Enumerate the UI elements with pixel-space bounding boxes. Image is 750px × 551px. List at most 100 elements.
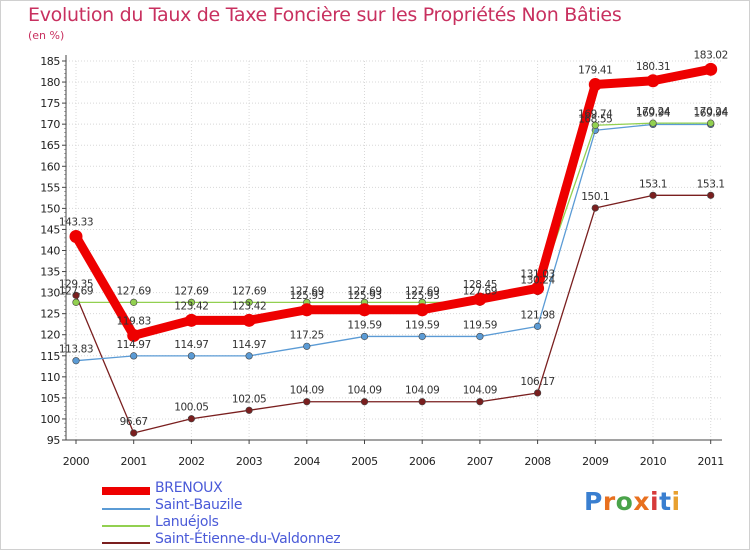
data-label-lanuejols: 127.69 — [117, 285, 151, 297]
data-label-saint-etienne: 102.05 — [232, 393, 266, 405]
data-point-saint-etienne — [72, 291, 80, 299]
x-tick-label: 2004 — [294, 455, 321, 468]
x-tick-label: 2001 — [120, 455, 146, 468]
logo-letter: t — [659, 487, 672, 516]
series-layer — [69, 62, 718, 437]
y-tick-label: 105 — [40, 392, 60, 405]
data-point-saint-bauzile — [72, 357, 80, 365]
grid-layer — [66, 60, 722, 441]
data-label-saint-bauzile: 114.97 — [232, 339, 266, 351]
data-label-brenoux: 143.33 — [59, 216, 93, 228]
data-label-saint-bauzile: 121.98 — [520, 309, 554, 321]
series-line-saint-bauzile — [75, 123, 712, 362]
data-label-saint-bauzile: 117.25 — [290, 329, 324, 341]
data-point-saint-bauzile — [187, 352, 195, 360]
data-point-brenoux — [646, 74, 660, 88]
data-point-brenoux — [184, 313, 198, 327]
data-point-brenoux — [704, 62, 718, 76]
data-point-saint-etienne — [649, 191, 657, 199]
data-label-lanuejols: 170.24 — [636, 106, 671, 118]
y-tick-label: 180 — [40, 76, 60, 89]
data-label-saint-bauzile: 169.94 — [694, 107, 729, 119]
data-point-brenoux — [473, 292, 487, 306]
legend-label-saint-etienne: Saint-Étienne-du-Valdonnez — [155, 531, 341, 547]
data-point-saint-etienne — [130, 429, 138, 437]
data-point-brenoux — [127, 328, 141, 342]
logo-letter: o — [615, 487, 634, 516]
data-label-saint-etienne: 100.05 — [174, 402, 208, 414]
x-tick-label: 2009 — [582, 455, 609, 468]
x-tick-label: 2003 — [236, 455, 263, 468]
y-tick-label: 185 — [40, 55, 60, 68]
data-label-brenoux: 125.93 — [405, 290, 439, 302]
data-label-lanuejols: 127.69 — [463, 285, 497, 297]
data-point-brenoux — [300, 303, 314, 317]
data-label-lanuejols: 127.69 — [59, 285, 93, 297]
data-point-lanuejols — [591, 121, 599, 129]
y-tick-label: 150 — [40, 202, 60, 215]
y-tick-label: 135 — [40, 266, 60, 279]
data-label-lanuejols: 127.69 — [347, 285, 381, 297]
unit-label: (en %) — [28, 29, 65, 42]
legend-swatch-saint-etienne — [102, 542, 150, 544]
data-label-lanuejols: 169.74 — [578, 108, 613, 120]
data-label-lanuejols: 170.24 — [694, 106, 729, 118]
data-label-saint-etienne: 129.35 — [59, 278, 93, 290]
x-tick-label: 2005 — [351, 455, 378, 468]
data-point-brenoux — [588, 78, 602, 92]
x-tick-label: 2002 — [178, 455, 204, 468]
y-tick-label: 125 — [40, 308, 60, 321]
series-line-lanuejols — [75, 122, 712, 303]
y-tick-label: 145 — [40, 223, 60, 236]
data-point-brenoux — [415, 303, 429, 317]
y-tick-label: 115 — [40, 350, 60, 363]
x-tick-label: 2006 — [409, 455, 436, 468]
y-tick-label: 100 — [40, 413, 60, 426]
y-tick-label: 130 — [40, 287, 60, 300]
data-label-saint-etienne: 104.09 — [463, 385, 497, 397]
data-label-saint-bauzile: 168.55 — [578, 113, 612, 125]
x-tick-label: 2011 — [697, 455, 723, 468]
data-point-saint-etienne — [476, 398, 484, 406]
y-tick-label: 120 — [40, 329, 60, 342]
data-point-saint-bauzile — [360, 332, 369, 341]
data-point-brenoux — [358, 303, 371, 317]
data-label-saint-bauzile: 119.59 — [347, 319, 381, 331]
data-label-brenoux: 123.42 — [232, 300, 266, 312]
data-label-lanuejols: 127.69 — [290, 285, 324, 297]
data-label-brenoux: 123.42 — [174, 300, 208, 312]
data-label-brenoux: 128.45 — [463, 279, 497, 291]
x-tick-label: 2007 — [467, 455, 494, 468]
x-tick-label: 2010 — [640, 455, 667, 468]
data-point-saint-etienne — [303, 398, 311, 406]
data-label-saint-etienne: 150.1 — [581, 191, 609, 203]
chart-title: Evolution du Taux de Taxe Foncière sur l… — [28, 4, 622, 26]
data-label-brenoux: 125.93 — [290, 290, 324, 302]
data-point-brenoux — [69, 229, 83, 243]
data-point-saint-etienne — [187, 415, 195, 423]
logo-letter: P — [584, 487, 603, 516]
data-label-saint-etienne: 153.1 — [697, 178, 725, 190]
data-label-brenoux: 125.93 — [347, 290, 381, 302]
data-point-saint-etienne — [591, 204, 599, 212]
y-tick-label: 160 — [40, 160, 60, 173]
data-point-lanuejols — [72, 298, 80, 306]
data-point-saint-bauzile — [533, 322, 542, 330]
data-label-saint-etienne: 104.09 — [405, 385, 439, 397]
data-label-brenoux: 131.03 — [520, 268, 554, 280]
logo-letter: i — [650, 487, 660, 516]
data-label-saint-bauzile: 119.59 — [405, 319, 439, 331]
data-label-saint-bauzile: 114.97 — [117, 339, 151, 351]
data-label-saint-etienne: 153.1 — [639, 178, 667, 190]
x-tick-label: 2000 — [63, 455, 90, 468]
data-label-saint-bauzile: 114.97 — [174, 339, 208, 351]
data-label-saint-etienne: 96.67 — [120, 416, 148, 428]
data-label-lanuejols: 127.69 — [174, 285, 208, 297]
data-label-lanuejols: 130.24 — [520, 275, 555, 287]
data-point-lanuejols — [130, 298, 138, 306]
data-point-saint-bauzile — [418, 332, 426, 341]
legend-swatch-lanuejols — [102, 525, 150, 527]
legend-swatch-brenoux — [102, 487, 150, 495]
